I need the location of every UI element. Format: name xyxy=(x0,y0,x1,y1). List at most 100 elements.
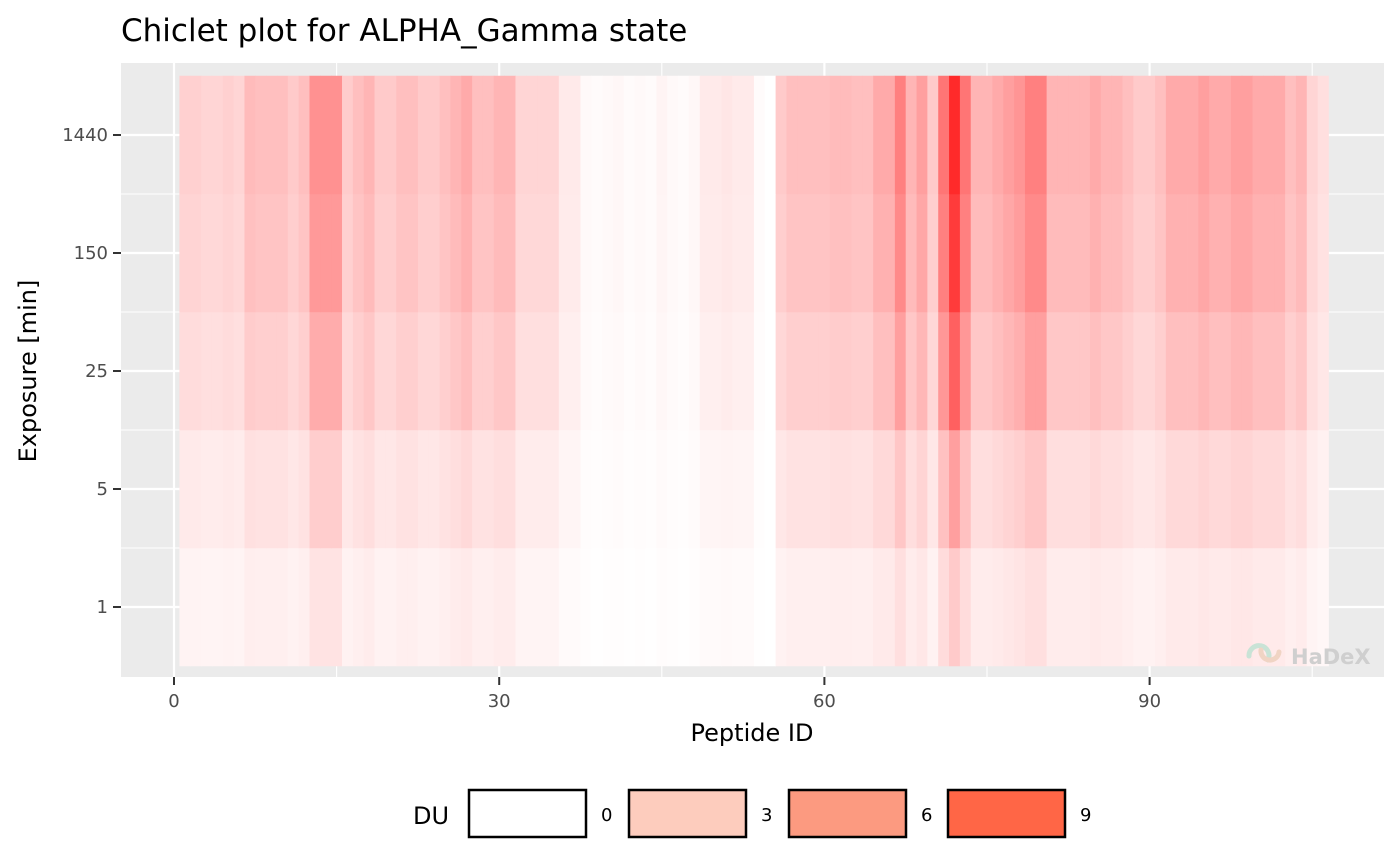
heatmap-tile xyxy=(613,311,625,431)
heatmap-tile xyxy=(201,193,213,313)
legend-key xyxy=(467,788,588,839)
y-axis-title: Exposure [min] xyxy=(14,280,42,463)
heatmap-tile xyxy=(352,547,365,667)
heatmap-tile xyxy=(1035,75,1048,195)
heatmap-tile xyxy=(1079,193,1091,313)
heatmap-tile xyxy=(1187,311,1199,431)
heatmap-tile xyxy=(949,75,961,195)
heatmap-tile xyxy=(602,75,614,195)
heatmap-tile xyxy=(515,311,527,431)
heatmap-tile xyxy=(981,193,993,313)
heatmap-tile xyxy=(1241,193,1253,313)
heatmap-tile xyxy=(992,193,1004,313)
heatmap-tile xyxy=(721,193,733,313)
heatmap-tile xyxy=(840,547,852,667)
heatmap-tile xyxy=(938,547,950,667)
heatmap-tile xyxy=(959,75,972,195)
heatmap-tile xyxy=(222,311,235,431)
heatmap-tile xyxy=(222,429,235,549)
heatmap-tile xyxy=(396,547,408,667)
heatmap-tile xyxy=(1057,75,1069,195)
heatmap-tile xyxy=(591,429,603,549)
heatmap-tile xyxy=(374,547,386,667)
heatmap-tile xyxy=(699,75,711,195)
heatmap-tile xyxy=(753,75,766,195)
heatmap-tile xyxy=(407,75,419,195)
heatmap-tile xyxy=(699,429,711,549)
heatmap-tile xyxy=(1285,311,1297,431)
heatmap-tile xyxy=(808,193,820,313)
heatmap-tile xyxy=(1089,193,1102,313)
heatmap-tile xyxy=(287,193,300,313)
heatmap-tile xyxy=(818,547,831,667)
heatmap-tile xyxy=(981,75,993,195)
heatmap-tile xyxy=(884,311,896,431)
heatmap-tile xyxy=(916,547,928,667)
heatmap-tile xyxy=(678,193,690,313)
y-tick-label: 1440 xyxy=(62,125,108,146)
heatmap-tile xyxy=(732,547,744,667)
heatmap-tile xyxy=(927,193,939,313)
heatmap-tile xyxy=(1274,193,1286,313)
heatmap-tile xyxy=(699,311,711,431)
heatmap-tile xyxy=(417,75,430,195)
heatmap-tile xyxy=(309,75,321,195)
heatmap-tile xyxy=(808,311,820,431)
heatmap-tile xyxy=(786,75,798,195)
heatmap-tile xyxy=(558,429,571,549)
heatmap-tile xyxy=(276,547,289,667)
heatmap-tile xyxy=(721,429,733,549)
heatmap-tile xyxy=(493,547,506,667)
heatmap-tile xyxy=(1230,193,1243,313)
heatmap-tile xyxy=(764,547,777,667)
heatmap-tile xyxy=(732,75,744,195)
heatmap-tile xyxy=(851,311,863,431)
heatmap-tile xyxy=(905,311,917,431)
heatmap-tile xyxy=(547,429,560,549)
heatmap-tile xyxy=(407,547,419,667)
heatmap-tile xyxy=(764,193,777,313)
heatmap-tile xyxy=(938,75,950,195)
heatmap-tile xyxy=(1263,429,1275,549)
heatmap-tile xyxy=(1003,75,1015,195)
heatmap-tile xyxy=(1220,75,1232,195)
heatmap-tile xyxy=(331,547,343,667)
heatmap-tile xyxy=(1241,429,1253,549)
heatmap-tile xyxy=(1068,547,1080,667)
heatmap-tile xyxy=(602,311,614,431)
heatmap-tile xyxy=(797,75,809,195)
heatmap-tile xyxy=(211,429,224,549)
heatmap-tile xyxy=(504,547,516,667)
heatmap-tile xyxy=(1252,311,1264,431)
heatmap-tile xyxy=(461,547,473,667)
heatmap-tile xyxy=(1089,75,1102,195)
heatmap-tile xyxy=(743,547,755,667)
heatmap-tile xyxy=(201,429,213,549)
heatmap-tile xyxy=(1133,193,1145,313)
heatmap-tile xyxy=(439,193,451,313)
heatmap-tile xyxy=(613,75,625,195)
heatmap-tile xyxy=(634,429,646,549)
heatmap-tile xyxy=(1306,311,1319,431)
heatmap-tile xyxy=(569,547,581,667)
heatmap-tile xyxy=(396,429,408,549)
heatmap-tile xyxy=(884,547,896,667)
legend-key xyxy=(946,788,1067,839)
heatmap-tile xyxy=(1165,547,1178,667)
heatmap-tile xyxy=(1111,547,1123,667)
heatmap-tile xyxy=(916,429,928,549)
heatmap-tile xyxy=(374,75,386,195)
heatmap-tile xyxy=(569,311,581,431)
heatmap-tile xyxy=(461,193,473,313)
heatmap-tile xyxy=(526,311,538,431)
heatmap-tile xyxy=(743,75,755,195)
chart-title: Chiclet plot for ALPHA_Gamma state xyxy=(121,13,687,49)
heatmap-tile xyxy=(407,193,419,313)
heatmap-tile xyxy=(808,547,820,667)
heatmap-tile xyxy=(786,547,798,667)
heatmap-tile xyxy=(482,193,495,313)
heatmap-tile xyxy=(992,311,1004,431)
heatmap-tile xyxy=(916,75,928,195)
heatmap-tile xyxy=(580,75,592,195)
heatmap-tile xyxy=(298,547,310,667)
